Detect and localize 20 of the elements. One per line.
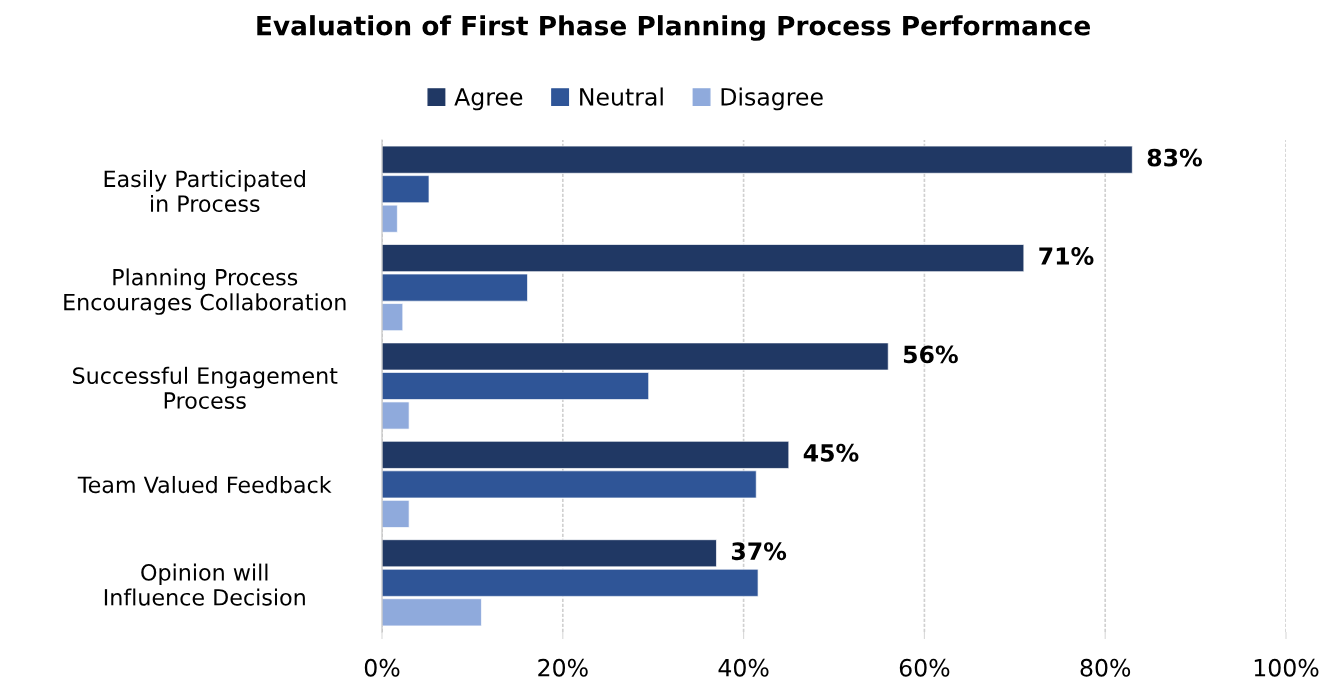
y-tick-label: Successful Engagement Process	[73, 366, 338, 409]
x-tick-label: 60%	[899, 658, 950, 677]
x-tick-label: 40%	[718, 658, 769, 677]
x-tick-label: 0%	[364, 658, 400, 677]
x-tick-label: 80%	[1080, 658, 1131, 677]
x-tick-label: 20%	[538, 658, 588, 677]
legend-label: Neutral	[580, 87, 663, 106]
data-label: 56%	[903, 345, 958, 364]
chart-title: Evaluation of First Phase Planning Process Performance	[257, 15, 1090, 41]
legend-label: Disagree	[721, 87, 823, 111]
data-label: 37%	[731, 542, 787, 561]
data-label: 71%	[1039, 247, 1094, 265]
data-label: 45%	[803, 443, 859, 462]
x-tick-label: 100%	[1254, 658, 1319, 677]
y-tick-label: Planning Process Encourages Collaboration	[64, 268, 346, 315]
legend-label: Agree	[454, 88, 523, 111]
y-tick-label: Easily Participated in Process	[104, 170, 305, 213]
y-tick-label: Opinion will Influence Decision	[104, 563, 305, 606]
data-label: 83%	[1147, 148, 1202, 167]
y-tick-label: Team Valued Feedback	[77, 475, 332, 494]
